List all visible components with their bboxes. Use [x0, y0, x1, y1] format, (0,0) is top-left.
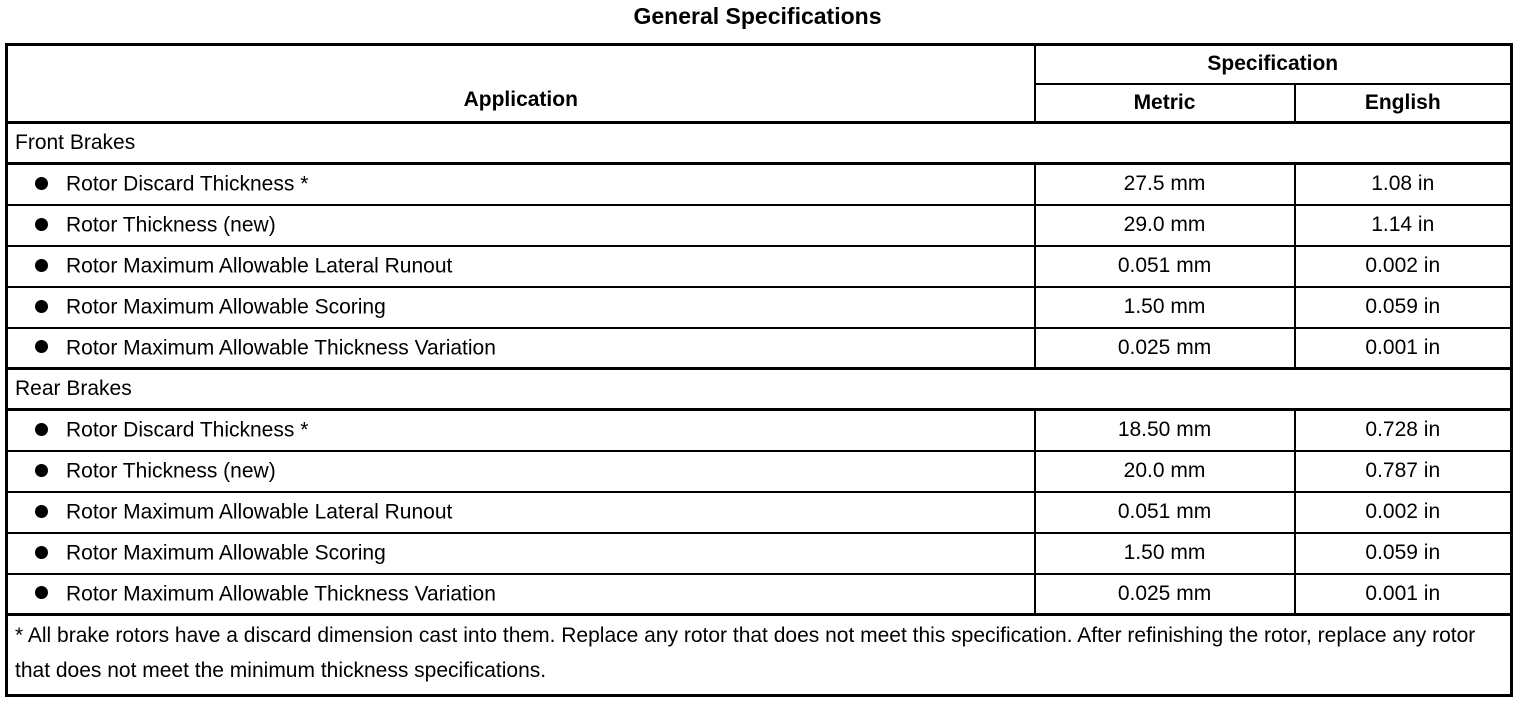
- application-cell: Rotor Discard Thickness *: [5, 408, 1036, 452]
- table-row: Rotor Maximum Allowable Lateral Runout 0…: [5, 490, 1513, 534]
- english-value: 1.08 in: [1293, 162, 1513, 206]
- section-row-rear-brakes: Rear Brakes: [5, 367, 1513, 411]
- row-label: Rotor Discard Thickness *: [66, 172, 309, 196]
- section-row-front-brakes: Front Brakes: [5, 121, 1513, 165]
- section-title: Front Brakes: [5, 121, 1513, 165]
- metric-value: 1.50 mm: [1033, 285, 1296, 329]
- application-cell: Rotor Maximum Allowable Thickness Variat…: [5, 572, 1036, 616]
- row-label: Rotor Thickness (new): [66, 459, 276, 483]
- metric-value: 18.50 mm: [1033, 408, 1296, 452]
- english-value: 0.001 in: [1293, 572, 1513, 616]
- column-header-specification: Specification: [1033, 43, 1513, 85]
- bullet-icon: [35, 258, 48, 272]
- english-value: 0.002 in: [1293, 490, 1513, 534]
- header-row-units: Metric English: [7, 82, 1513, 124]
- metric-value: 0.051 mm: [1033, 490, 1296, 534]
- row-label: Rotor Maximum Allowable Lateral Runout: [66, 254, 453, 278]
- bullet-icon: [35, 545, 48, 559]
- bullet-icon: [35, 217, 48, 231]
- bullet-icon: [35, 340, 48, 354]
- application-cell: Rotor Maximum Allowable Scoring: [5, 531, 1036, 575]
- table-row: Rotor Discard Thickness * 27.5 mm 1.08 i…: [5, 162, 1513, 206]
- english-value: 0.002 in: [1293, 244, 1513, 288]
- bullet-icon: [35, 299, 48, 313]
- table-row: Rotor Maximum Allowable Scoring 1.50 mm …: [5, 285, 1513, 329]
- header-row-specification: Application Specification: [5, 43, 1513, 124]
- application-cell: Rotor Maximum Allowable Lateral Runout: [5, 244, 1036, 288]
- general-specifications-table: Application Specification Metric English…: [5, 43, 1514, 697]
- table-row: Rotor Maximum Allowable Scoring 1.50 mm …: [5, 531, 1513, 575]
- row-label: Rotor Thickness (new): [66, 213, 276, 237]
- table-row: Rotor Maximum Allowable Thickness Variat…: [5, 326, 1513, 370]
- metric-value: 0.025 mm: [1033, 326, 1296, 370]
- application-cell: Rotor Maximum Allowable Thickness Variat…: [5, 326, 1036, 370]
- bullet-icon: [35, 504, 48, 518]
- english-value: 0.001 in: [1293, 326, 1513, 370]
- row-label: Rotor Maximum Allowable Thickness Variat…: [66, 581, 496, 605]
- application-cell: Rotor Thickness (new): [5, 449, 1036, 493]
- column-header-english: English: [1293, 82, 1513, 124]
- metric-value: 27.5 mm: [1033, 162, 1296, 206]
- metric-value: 1.50 mm: [1033, 531, 1296, 575]
- table-row: Rotor Maximum Allowable Thickness Variat…: [5, 572, 1513, 616]
- column-header-application: Application: [5, 43, 1036, 124]
- application-cell: Rotor Discard Thickness *: [5, 162, 1036, 206]
- metric-value: 0.025 mm: [1033, 572, 1296, 616]
- bullet-icon: [35, 176, 48, 190]
- english-value: 0.787 in: [1293, 449, 1513, 493]
- row-label: Rotor Maximum Allowable Scoring: [66, 295, 386, 319]
- footnote-text: * All brake rotors have a discard dimens…: [5, 613, 1513, 697]
- application-cell: Rotor Maximum Allowable Scoring: [5, 285, 1036, 329]
- table-header: Application Specification Metric English: [5, 43, 1513, 124]
- footnote-row: * All brake rotors have a discard dimens…: [5, 613, 1513, 697]
- metric-value: 20.0 mm: [1033, 449, 1296, 493]
- page-title: General Specifications: [633, 3, 882, 29]
- metric-value: 29.0 mm: [1033, 203, 1296, 247]
- english-value: 0.728 in: [1293, 408, 1513, 452]
- english-value: 0.059 in: [1293, 531, 1513, 575]
- bullet-icon: [35, 422, 48, 436]
- row-label: Rotor Maximum Allowable Scoring: [66, 541, 386, 565]
- row-label: Rotor Maximum Allowable Lateral Runout: [66, 500, 453, 524]
- section-title: Rear Brakes: [5, 367, 1513, 411]
- table-row: Rotor Maximum Allowable Lateral Runout 0…: [5, 244, 1513, 288]
- row-label: Rotor Maximum Allowable Thickness Variat…: [66, 335, 496, 359]
- bullet-icon: [35, 586, 48, 600]
- table-row: Rotor Thickness (new) 20.0 mm 0.787 in: [5, 449, 1513, 493]
- table-row: Rotor Thickness (new) 29.0 mm 1.14 in: [5, 203, 1513, 247]
- application-cell: Rotor Maximum Allowable Lateral Runout: [5, 490, 1036, 534]
- metric-value: 0.051 mm: [1033, 244, 1296, 288]
- bullet-icon: [35, 463, 48, 477]
- row-label: Rotor Discard Thickness *: [66, 418, 309, 442]
- table-row: Rotor Discard Thickness * 18.50 mm 0.728…: [5, 408, 1513, 452]
- english-value: 0.059 in: [1293, 285, 1513, 329]
- column-header-metric: Metric: [1033, 82, 1296, 124]
- application-cell: Rotor Thickness (new): [5, 203, 1036, 247]
- english-value: 1.14 in: [1293, 203, 1513, 247]
